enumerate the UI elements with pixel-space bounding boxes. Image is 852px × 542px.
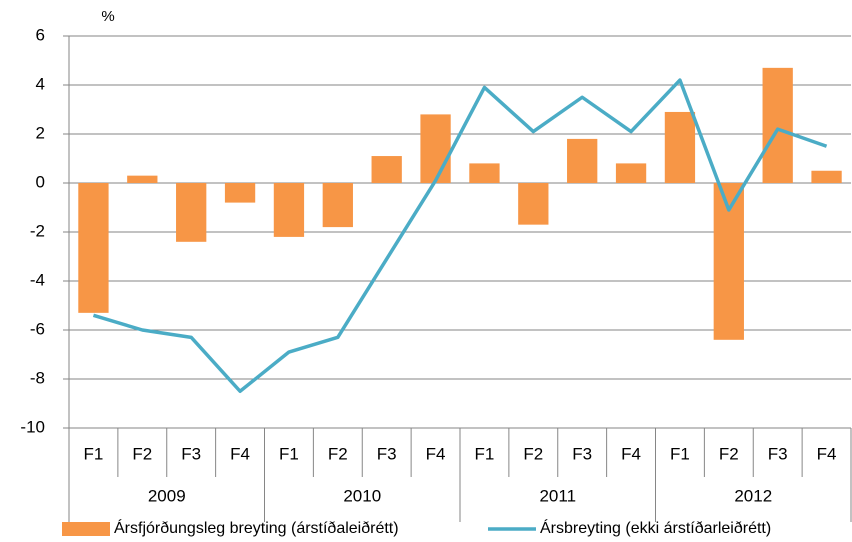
bar: [762, 67, 793, 183]
bar: [224, 183, 256, 203]
x-tick-label: F3: [572, 444, 592, 463]
legend-label: Ársbreyting (ekki árstíðarleiðrétt): [540, 518, 771, 537]
bar: [811, 170, 842, 183]
legend-swatch: [62, 522, 110, 536]
x-tick-label: F2: [132, 444, 152, 463]
y-tick-label: 4: [36, 74, 45, 93]
x-tick-label: F3: [768, 444, 788, 463]
y-axis-label: %: [101, 8, 114, 25]
bar: [176, 183, 207, 242]
x-tick-label: F4: [426, 444, 446, 463]
x-group-label: 2012: [734, 486, 772, 505]
x-tick-label: F3: [377, 444, 397, 463]
bar: [469, 163, 500, 183]
bar: [664, 111, 696, 183]
y-tick-label: -2: [30, 221, 45, 240]
y-tick-label: 0: [36, 172, 45, 191]
x-tick-label: F4: [817, 444, 837, 463]
y-tick-label: 2: [36, 123, 45, 142]
bar: [127, 175, 158, 183]
x-tick-label: F1: [670, 444, 690, 463]
y-tick-label: 6: [36, 25, 45, 44]
x-tick-label: F3: [181, 444, 201, 463]
bar: [273, 183, 305, 237]
x-tick-label: F4: [621, 444, 641, 463]
x-tick-label: F2: [523, 444, 543, 463]
line: [92, 78, 828, 393]
bar: [78, 183, 109, 313]
bar: [322, 183, 353, 228]
y-tick-label: -6: [30, 319, 45, 338]
x-tick-label: F1: [84, 444, 104, 463]
y-tick-label: -10: [20, 417, 45, 436]
x-group-label: 2009: [148, 486, 186, 505]
y-tick-label: -8: [30, 368, 45, 387]
x-tick-label: F4: [230, 444, 250, 463]
bar: [615, 163, 647, 183]
x-group-label: 2010: [343, 486, 381, 505]
bar: [371, 156, 402, 183]
bar: [420, 114, 451, 183]
y-tick-label: -4: [30, 270, 45, 289]
x-tick-label: F2: [719, 444, 739, 463]
x-tick-label: F1: [279, 444, 299, 463]
x-tick-label: F1: [475, 444, 495, 463]
x-tick-label: F2: [328, 444, 348, 463]
bar: [518, 183, 549, 225]
bar: [567, 138, 598, 183]
legend-label: Ársfjórðungsleg breyting (árstíðaleiðrét…: [114, 518, 399, 537]
x-group-label: 2011: [539, 486, 576, 505]
